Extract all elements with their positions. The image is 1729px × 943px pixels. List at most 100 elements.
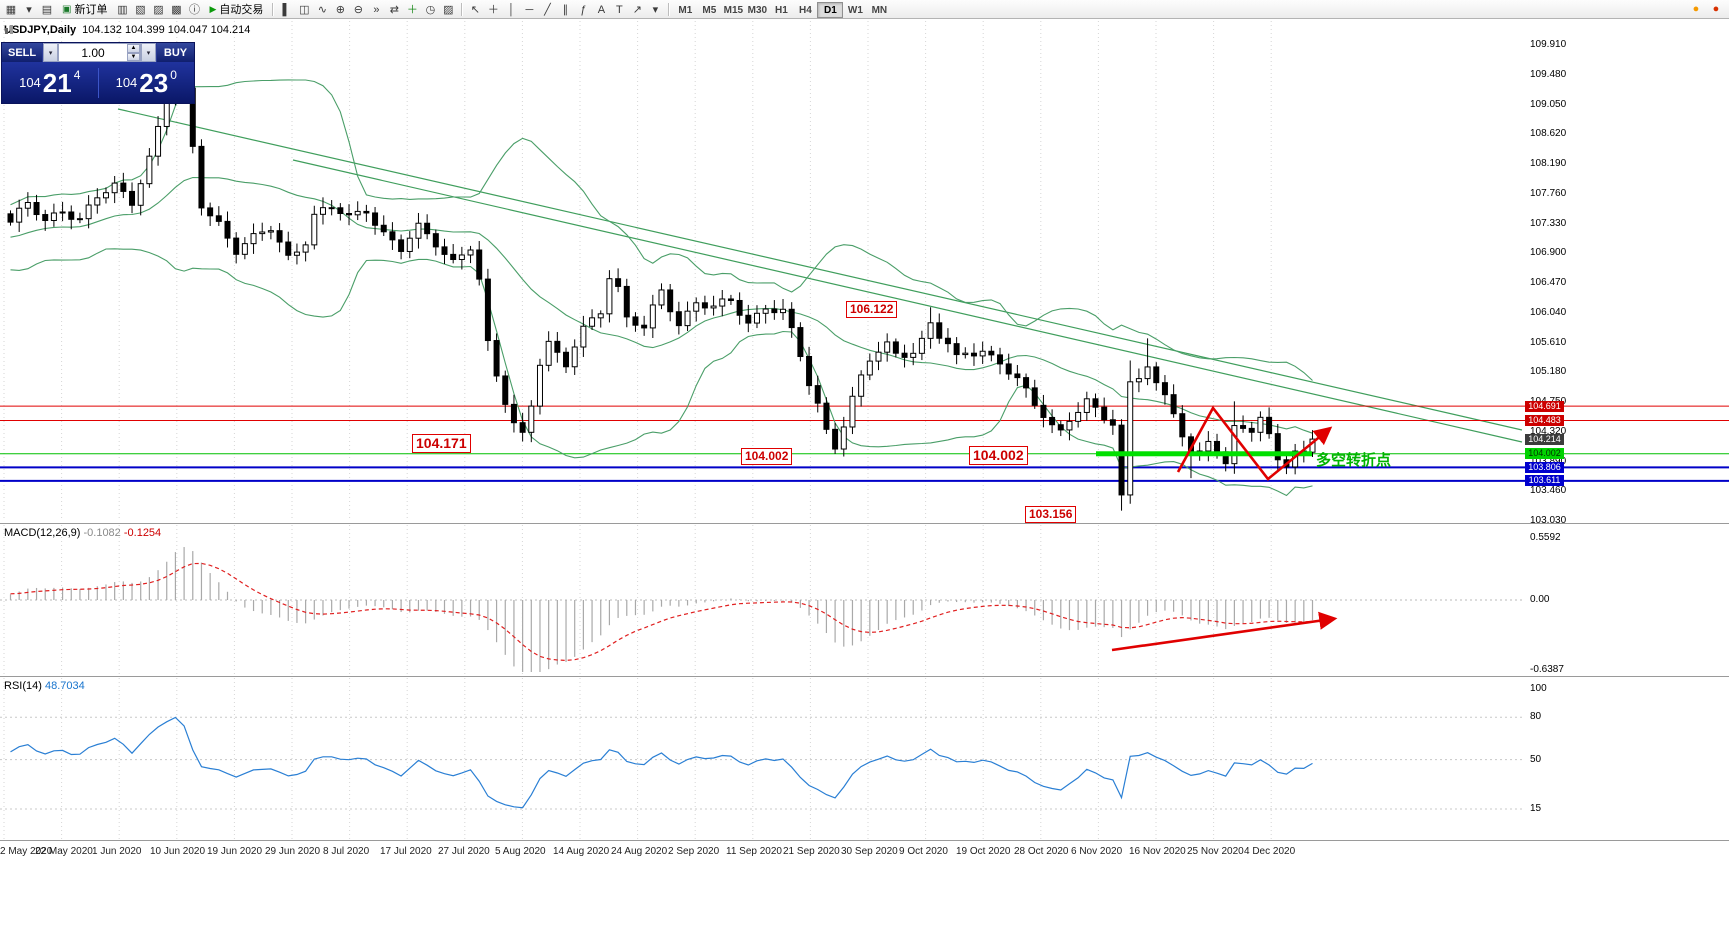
ask-price[interactable]: 104 23 0 — [99, 68, 195, 96]
new-order-label: 新订单 — [74, 4, 108, 16]
arrows-dropdown-icon[interactable]: ▾ — [652, 4, 659, 16]
date-label: 2 Sep 2020 — [668, 846, 720, 857]
macd-value-main: -0.1082 — [83, 527, 121, 539]
price-tag-104.691: 104.691 — [1525, 401, 1564, 412]
toolbar-mid-icons: ▥ ▧ ▨ ▩ ⓘ — [113, 0, 203, 18]
price-axis-label: 106.040 — [1530, 307, 1567, 318]
zoom-out-icon[interactable]: ⊖ — [353, 4, 363, 16]
price-axis-label: 109.480 — [1530, 69, 1567, 80]
autotrading-button[interactable]: ▶ 自动交易 — [204, 2, 268, 17]
panel-separator[interactable] — [0, 840, 1729, 841]
volume-up-button[interactable]: ▲ — [127, 44, 140, 53]
panel-separator[interactable] — [0, 676, 1729, 677]
zoom-in-icon[interactable]: ⊕ — [335, 4, 345, 16]
rsi-axis-label: 15 — [1530, 803, 1542, 814]
bid-price[interactable]: 104 21 4 — [2, 67, 98, 98]
rsi-axis-label: 50 — [1530, 754, 1542, 765]
sell-dropdown[interactable]: ▾ — [43, 43, 59, 62]
date-label: 4 Dec 2020 — [1244, 846, 1296, 857]
auto-scroll-icon[interactable]: » — [373, 4, 380, 16]
market-watch-icon[interactable]: ▥ — [117, 4, 128, 16]
date-label: 8 Jul 2020 — [323, 846, 370, 857]
navigator-icon[interactable]: ▧ — [135, 4, 146, 16]
rsi-name: RSI(14) — [4, 680, 42, 692]
trade-controls-row: SELL ▾ ▲ ▼ ▾ BUY — [2, 43, 194, 62]
toolbar-chart-icons: ▌ ◫ ∿ ⊕ ⊖ » ⇄ ＋ ◷ ▨ — [277, 0, 457, 18]
toolbar-separator — [461, 2, 463, 16]
arrows-icon[interactable]: ↗ — [632, 4, 642, 16]
panel-separator[interactable] — [0, 523, 1729, 524]
price-tag-104.483: 104.483 — [1525, 415, 1564, 426]
date-label: 9 Oct 2020 — [899, 846, 948, 857]
indicators-icon[interactable]: ＋ — [406, 4, 418, 16]
timeframe-button-m15[interactable]: M15 — [723, 4, 744, 16]
periods-icon[interactable]: ◷ — [425, 4, 436, 16]
timeframe-button-m1[interactable]: M1 — [678, 4, 693, 16]
cursor-icon[interactable]: ↖ — [470, 4, 480, 16]
text-icon[interactable]: A — [597, 4, 606, 16]
date-label: 28 Oct 2020 — [1014, 846, 1069, 857]
timeframe-bar: M1 M5 M15 M30 H1 H4 D1 W1 MN — [673, 0, 891, 19]
terminal-icon[interactable]: ▨ — [153, 4, 164, 16]
timeframe-button-w1[interactable]: W1 — [847, 4, 863, 16]
text-label-icon[interactable]: T — [616, 4, 623, 16]
date-label: 11 Sep 2020 — [726, 846, 782, 857]
new-order-button[interactable]: ▣ 新订单 — [57, 2, 112, 17]
timeframe-button-mn[interactable]: MN — [871, 4, 888, 16]
vertical-line-icon[interactable]: │ — [507, 4, 515, 16]
templates-icon[interactable]: ▨ — [443, 4, 454, 16]
volume-input[interactable] — [59, 44, 127, 61]
strategy-tester-icon[interactable]: ▩ — [171, 4, 182, 16]
timeframe-button-d1[interactable]: D1 — [817, 2, 844, 19]
toolbar-line-study-icons: ↖ ＋ │ ─ ╱ ∥ ƒ A T ↗ ▾ — [466, 0, 664, 18]
info-icon[interactable]: ⓘ — [188, 4, 200, 16]
fibonacci-icon[interactable]: ƒ — [580, 4, 587, 16]
date-label: 29 Jun 2020 — [265, 846, 321, 857]
toolbar-separator — [668, 2, 670, 16]
price-axis-label: 103.030 — [1530, 515, 1567, 526]
channel-icon[interactable]: ∥ — [562, 4, 569, 16]
date-label: 25 Nov 2020 — [1187, 846, 1244, 857]
new-chart-icon[interactable]: ▦ — [5, 4, 17, 16]
volume-down-button[interactable]: ▼ — [127, 52, 140, 61]
trendline-icon[interactable]: ╱ — [544, 4, 551, 16]
price-axis-label: 103.460 — [1530, 485, 1567, 496]
horizontal-line-icon[interactable]: ─ — [525, 4, 534, 16]
one-click-trading-panel: SELL ▾ ▲ ▼ ▾ BUY 104 21 4 — [1, 42, 195, 104]
buy-button[interactable]: BUY — [156, 43, 194, 62]
bar-chart-icon[interactable]: ▌ — [282, 4, 291, 16]
macd-axis-label: -0.6387 — [1530, 664, 1564, 675]
timeframe-button-m30[interactable]: M30 — [747, 4, 768, 16]
timeframe-button-h1[interactable]: H1 — [774, 4, 788, 16]
price-annotation-103.156: 103.156 — [1025, 506, 1077, 523]
chart-canvas[interactable] — [0, 19, 1729, 841]
price-divider — [97, 67, 99, 98]
autotrading-play-icon: ▶ — [209, 3, 217, 14]
chart-shift-icon[interactable]: ⇄ — [389, 4, 399, 16]
profiles-icon[interactable]: ▤ — [41, 4, 53, 16]
news-icon[interactable]: ● — [1712, 3, 1720, 15]
price-axis-label: 106.470 — [1530, 277, 1567, 288]
date-label: 5 Aug 2020 — [495, 846, 546, 857]
price-axis-label: 109.910 — [1530, 39, 1567, 50]
macd-name: MACD(12,26,9) — [4, 527, 81, 539]
date-label: 16 Nov 2020 — [1129, 846, 1186, 857]
sell-button[interactable]: SELL — [2, 43, 44, 62]
volume-field: ▲ ▼ — [58, 43, 141, 62]
main-toolbar: ▦ ▾ ▤ ▣ 新订单 ▥ ▧ ▨ ▩ ⓘ ▶ 自动交易 ▌ ◫ ∿ ⊕ ⊖ » ⇄ ＋ ◷ ▨ ↖ ＋ │ ─ ╱ ∥… — [0, 0, 1729, 19]
macd-value-signal: -0.1254 — [123, 527, 162, 539]
timeframe-button-h4[interactable]: H4 — [798, 4, 812, 16]
crosshair-icon[interactable]: ＋ — [487, 4, 499, 16]
line-chart-icon[interactable]: ∿ — [317, 4, 327, 16]
buy-dropdown[interactable]: ▾ — [141, 43, 156, 62]
timeframe-button-m5[interactable]: M5 — [702, 4, 717, 16]
date-label: 30 Sep 2020 — [841, 846, 898, 857]
date-label: 19 Jun 2020 — [207, 846, 263, 857]
alert-icon[interactable]: ● — [1692, 3, 1700, 15]
date-label: 22 May 2020 — [35, 846, 93, 857]
volume-steppers: ▲ ▼ — [127, 44, 140, 61]
chart-dropdown-icon[interactable]: ▾ — [26, 4, 32, 16]
bid-pips: 21 — [42, 67, 72, 98]
candlestick-icon[interactable]: ◫ — [299, 4, 310, 16]
date-label: 2 May 2020 — [0, 846, 53, 857]
